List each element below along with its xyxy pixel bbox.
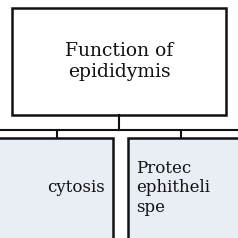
Text: Protec
ephitheli
spe: Protec ephitheli spe bbox=[136, 160, 210, 216]
Bar bbox=[0, 138, 113, 238]
Bar bbox=[12, 8, 226, 115]
Text: cytosis: cytosis bbox=[47, 179, 105, 197]
Bar bbox=[128, 138, 238, 238]
Text: Function of
epididymis: Function of epididymis bbox=[65, 42, 173, 81]
